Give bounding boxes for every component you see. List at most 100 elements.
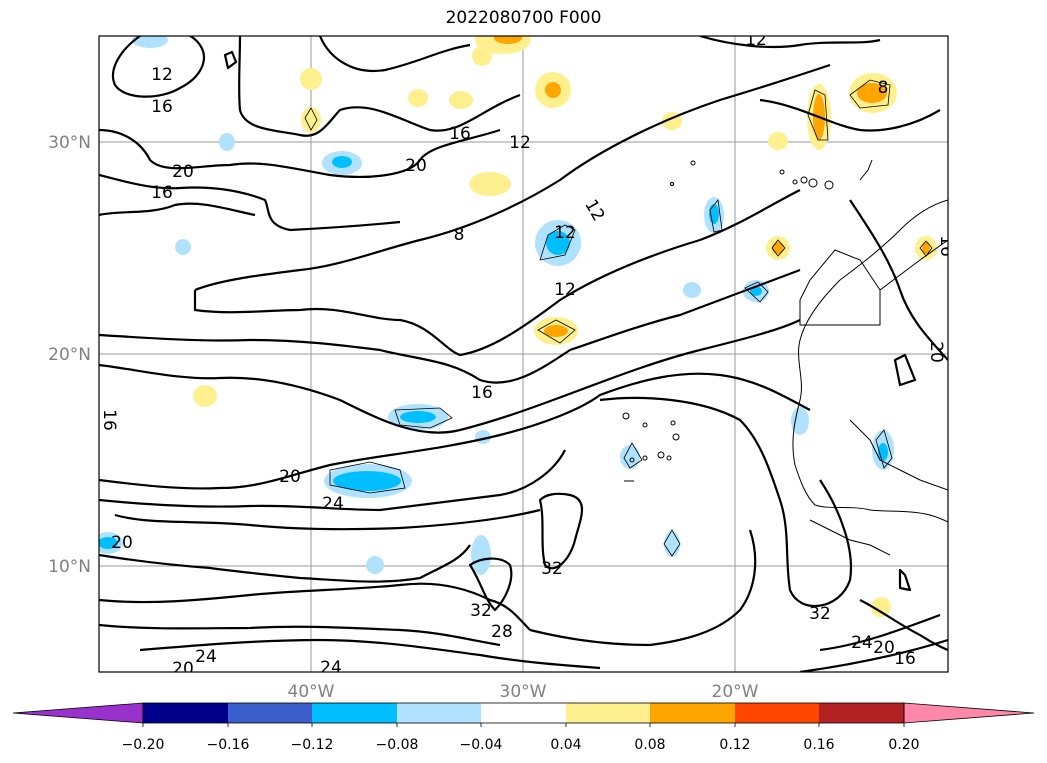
- country-border: [879, 239, 948, 291]
- canary-island: [800, 176, 808, 184]
- contour-lines: [99, 36, 948, 672]
- colorbar-high-extend: [903, 702, 1035, 724]
- contour-line: [529, 529, 757, 647]
- contour-label: 12: [554, 223, 576, 243]
- shade-outline: [744, 281, 769, 303]
- contour-line: [799, 638, 948, 672]
- colorbar-tick-labels: −0.20 −0.16 −0.12 −0.08 −0.04 0.04 0.08 …: [122, 737, 920, 753]
- shade-core: [772, 242, 784, 254]
- shade-outline: [304, 107, 318, 131]
- lat-label-20n: 20°N: [48, 345, 91, 365]
- colorbar-segment: [566, 703, 650, 723]
- contour-line: [699, 36, 881, 49]
- shade-patch: [300, 68, 322, 90]
- contour-line: [99, 582, 531, 631]
- shade-outline: [663, 529, 681, 557]
- shade-core: [544, 325, 568, 337]
- lat-label-30n: 30°N: [48, 133, 91, 153]
- shade-patch: [449, 91, 473, 109]
- latitude-labels: 30°N 20°N 10°N: [48, 133, 91, 577]
- colorbar-frame: [142, 702, 905, 724]
- contour-label: 20: [279, 467, 301, 487]
- contour-label: 24: [851, 633, 873, 653]
- shade-patch: [469, 172, 511, 196]
- colorbar-tick-label: −0.20: [122, 737, 165, 753]
- contour-label: 16: [151, 183, 173, 203]
- colorbar-segment: [228, 703, 312, 723]
- contour-line: [194, 63, 831, 292]
- shade-patch: [301, 107, 321, 133]
- contour-line: [859, 599, 948, 652]
- contour-line: [99, 372, 811, 490]
- shade-patch: [193, 385, 217, 407]
- contour-label: 8: [878, 78, 889, 98]
- contour-line: [99, 202, 256, 217]
- contour-label: 32: [470, 601, 492, 621]
- colorbar-low-extend: [12, 702, 144, 724]
- contour-label: 16: [99, 409, 119, 431]
- shade-outline: [849, 79, 891, 109]
- contour-label: 16: [449, 124, 471, 144]
- canary-island: [792, 179, 798, 185]
- colorbar-segment: [735, 703, 819, 723]
- contour-line: [99, 623, 501, 647]
- contour-label: 28: [491, 622, 513, 642]
- shade-patch: [472, 46, 492, 66]
- shade-outline: [875, 429, 893, 469]
- contour-label: 16: [151, 97, 173, 117]
- lat-label-10n: 10°N: [48, 557, 91, 577]
- contour-line: [99, 128, 501, 178]
- contour-line: [819, 613, 941, 652]
- contour-label: 20: [873, 638, 895, 658]
- contour-label: 20: [926, 341, 946, 363]
- shade-patch: [132, 36, 168, 48]
- shade-core: [332, 156, 352, 168]
- contour-line: [318, 36, 471, 73]
- shade-core: [400, 411, 436, 423]
- contour-label: 32: [809, 604, 831, 624]
- cape-verde-island: [642, 455, 648, 461]
- contour-line: [468, 557, 513, 612]
- shade-patch: [683, 282, 701, 298]
- map-frame: [98, 35, 949, 673]
- shade-core: [494, 36, 522, 44]
- shade-core: [99, 537, 118, 549]
- shade-patch: [664, 531, 680, 557]
- shade-patch: [620, 445, 640, 469]
- shade-outlines: [304, 79, 933, 557]
- contour-label: 20: [405, 156, 427, 176]
- colorbar-tick-label: −0.08: [376, 737, 419, 753]
- canary-island: [808, 178, 818, 188]
- contour-line: [114, 508, 541, 531]
- colorbar-segment: [397, 703, 481, 723]
- colorbar-tick-label: −0.04: [460, 737, 503, 753]
- shade-patch: [871, 597, 891, 617]
- canary-island: [779, 169, 785, 175]
- shade-outline: [709, 199, 723, 233]
- contour-line: [893, 353, 917, 387]
- shade-core: [857, 83, 887, 103]
- cape-verde-island: [642, 422, 648, 428]
- colorbar-tick-label: 0.20: [888, 737, 919, 753]
- contour-line: [111, 36, 206, 98]
- contour-line: [99, 173, 401, 232]
- shade-outline: [539, 224, 576, 261]
- shade-core: [922, 242, 930, 254]
- contour-line: [99, 319, 801, 434]
- colorbar-tick-label: −0.16: [207, 737, 250, 753]
- shade-core: [546, 231, 570, 255]
- colorbar-segment: [481, 703, 566, 723]
- contour-line: [99, 268, 801, 384]
- contour-line: [898, 568, 912, 592]
- cape-verde-island: [622, 412, 630, 420]
- contour-label: 16: [936, 235, 956, 257]
- colorbar-segment: [312, 703, 397, 723]
- shade-outline: [771, 239, 786, 257]
- shade-patch: [408, 89, 428, 107]
- lon-label-20w: 20°W: [712, 682, 759, 702]
- contour-line: [99, 544, 471, 583]
- madeira-island: [670, 182, 674, 186]
- longitude-labels: 40°W 30°W 20°W: [288, 682, 759, 702]
- contour-line: [193, 189, 801, 357]
- contour-label: 24: [322, 494, 344, 514]
